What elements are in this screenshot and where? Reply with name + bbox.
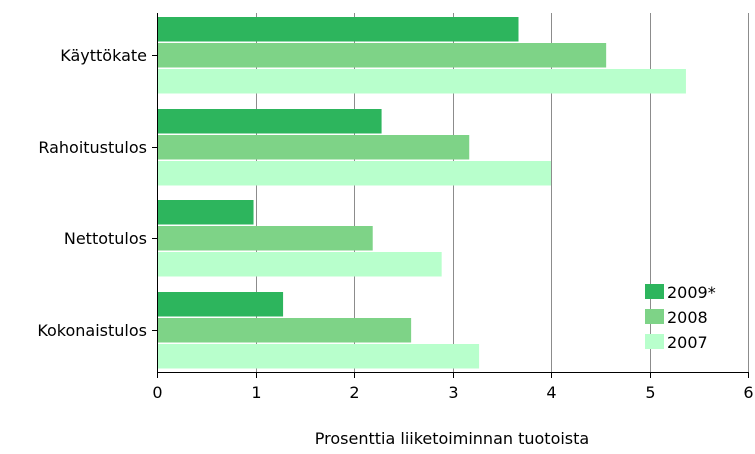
x-tick-labels: 0 1 2 3 4 5 6 [152, 383, 753, 402]
x-tick-label: 3 [448, 383, 458, 402]
category-label: Kokonaistulos [37, 321, 147, 340]
x-tick-label: 0 [152, 383, 162, 402]
bar-1-1 [157, 17, 519, 42]
bar-4-2 [157, 318, 412, 343]
legend-swatch-1 [645, 284, 664, 299]
bar-3-3 [157, 252, 442, 277]
bar-4-3 [157, 344, 480, 369]
x-tick-label: 5 [645, 383, 655, 402]
legend-label: 2009* [667, 283, 716, 302]
bar-3-2 [157, 226, 373, 251]
bar-2-2 [157, 135, 470, 160]
x-tick-label: 4 [546, 383, 556, 402]
category-label: Rahoitustulos [38, 138, 147, 157]
bar-3-1 [157, 200, 254, 225]
legend: 2009* 2008 2007 [645, 283, 716, 352]
category-labels: Käyttökate Rahoitustulos Nettotulos Kokonai… [37, 46, 147, 340]
bar-2-1 [157, 109, 382, 134]
bar-1-2 [157, 43, 607, 68]
bar-1-3 [157, 69, 686, 94]
legend-swatch-3 [645, 334, 664, 349]
axes [152, 13, 749, 378]
x-tick-label: 1 [251, 383, 261, 402]
legend-label: 2008 [667, 308, 708, 327]
bars [157, 17, 686, 369]
bar-4-1 [157, 292, 284, 317]
category-label: Käyttökate [60, 46, 147, 65]
x-axis-title: Prosenttia liiketoiminnan tuotoista [315, 429, 589, 448]
x-tick-label: 2 [349, 383, 359, 402]
legend-swatch-2 [645, 309, 664, 324]
category-label: Nettotulos [64, 229, 147, 248]
legend-label: 2007 [667, 333, 708, 352]
bar-2-3 [157, 161, 551, 186]
x-tick-label: 6 [743, 383, 753, 402]
